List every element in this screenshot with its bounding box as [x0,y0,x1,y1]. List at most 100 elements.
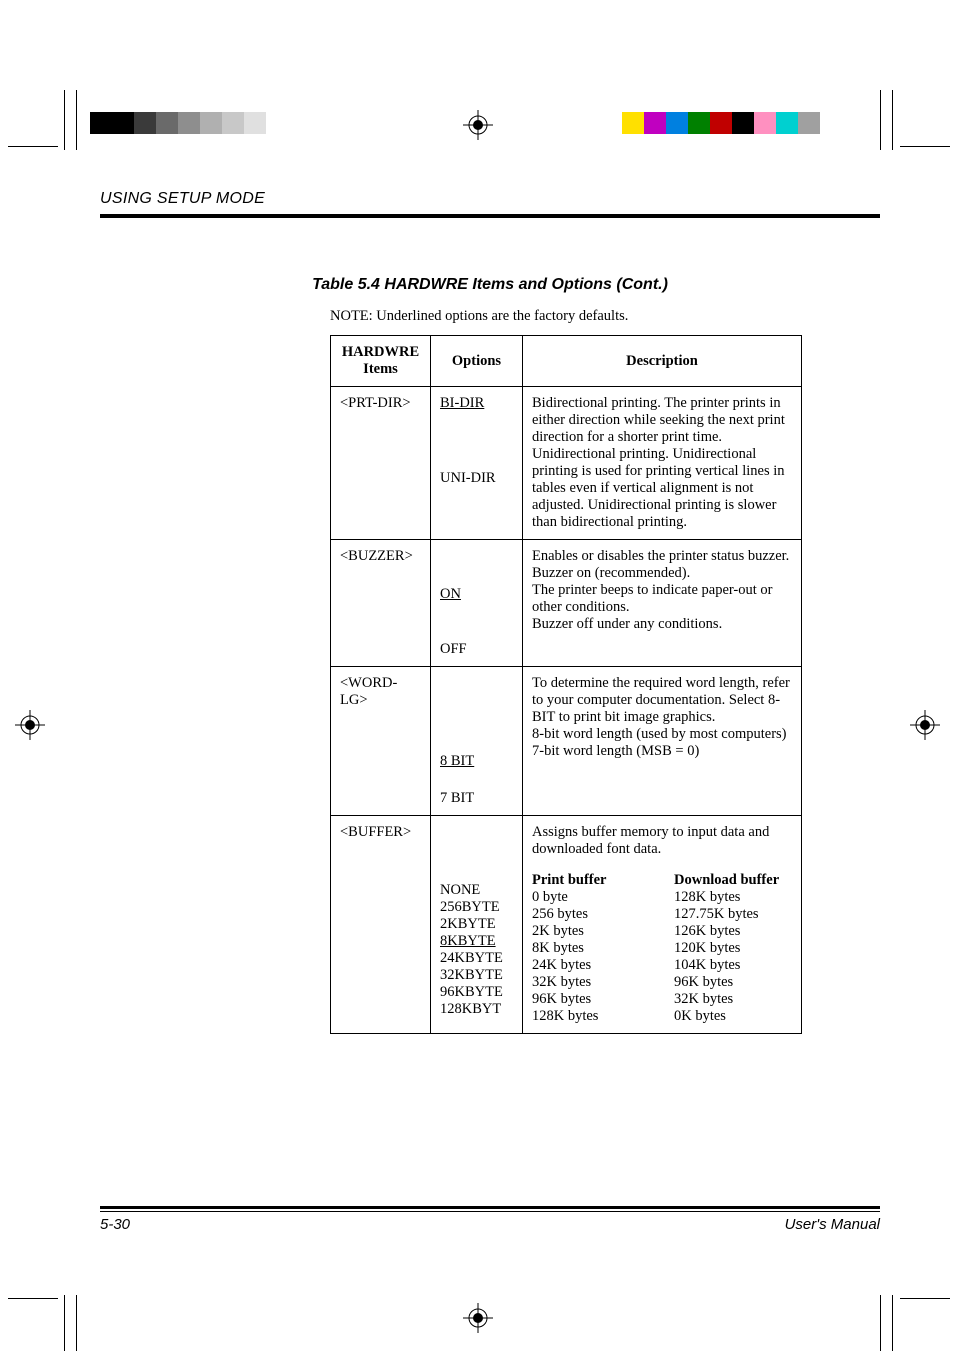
note-text: NOTE: Underlined options are the factory… [100,308,880,325]
footer-rule [100,1206,880,1209]
col-header-options: Options [431,336,523,387]
colorbar-swatch [710,112,732,134]
crop-mark [64,1295,65,1351]
col-header-description: Description [523,336,802,387]
colorbar-swatch [732,112,754,134]
option-default: 8KBYTE [440,933,496,949]
colorbar-swatch [134,112,156,134]
value-text: 0K bytes [674,1008,792,1025]
page-number: 5-30 [100,1216,130,1233]
value-text: 24K bytes [532,957,674,974]
option: 128KBYT [440,1001,513,1018]
value-text: 120K bytes [674,940,792,957]
section-header: USING SETUP MODE [100,190,880,208]
colorbar-swatch [90,112,112,134]
option: 2KBYTE [440,916,513,933]
value-text: 256 bytes [532,906,674,923]
colorbar-swatch [244,112,266,134]
item-cell: <BUZZER> [331,540,431,667]
page-footer: 5-30 User's Manual [100,1206,880,1233]
option-default: BI-DIR [440,395,484,411]
description-cell: To determine the required word length, r… [523,667,802,816]
option-default: 8 BIT [440,753,474,769]
table-row: <BUFFER> NONE256BYTE2KBYTE8KBYTE24KBYTE3… [331,816,802,1034]
colorbar-swatch [222,112,244,134]
option: UNI-DIR [440,470,513,487]
colorbar-grayscale [90,112,266,134]
header-rule [100,214,880,218]
value-text: 127.75K bytes [674,906,792,923]
desc-text: The printer beeps to indicate paper-out … [532,582,792,616]
table-row: <BUZZER> ON OFF Enables or disables the … [331,540,802,667]
desc-text: Buzzer off under any conditions. [532,616,792,633]
desc-text: 7-bit word length (MSB = 0) [532,743,792,760]
crop-mark [892,90,893,150]
option: 8KBYTE [440,933,513,950]
option: 96KBYTE [440,984,513,1001]
value-text: 8K bytes [532,940,674,957]
option: 24KBYTE [440,950,513,967]
option-default: ON [440,586,461,602]
value-text: 0 byte [532,889,674,906]
colorbar-swatch [688,112,710,134]
description-cell: Bidirectional printing. The printer prin… [523,387,802,540]
options-cell: BI-DIR UNI-DIR [431,387,523,540]
table-title: Table 5.4 HARDWRE Items and Options (Con… [100,276,880,294]
options-cell: NONE256BYTE2KBYTE8KBYTE24KBYTE32KBYTE96K… [431,816,523,1034]
registration-mark-top [463,110,493,140]
manual-label: User's Manual [785,1216,880,1233]
colorbar-swatch [156,112,178,134]
crop-mark [900,1298,950,1299]
table-row: <WORD-LG> 8 BIT 7 BIT To determine the r… [331,667,802,816]
desc-text: Assigns buffer memory to input data and … [532,824,792,858]
crop-mark [8,1298,58,1299]
colorbar-swatch [178,112,200,134]
subheader: Print buffer [532,872,674,889]
col-header-items: HARDWRE Items [331,336,431,387]
colorbar-swatch [622,112,644,134]
footer-rule [100,1211,880,1212]
crop-mark [8,146,58,147]
value-text: 104K bytes [674,957,792,974]
crop-mark [880,90,881,150]
colorbar-swatch [200,112,222,134]
crop-mark [76,1295,77,1351]
item-cell: <WORD-LG> [331,667,431,816]
colorbar-swatch [112,112,134,134]
registration-mark-left [15,710,45,740]
value-text: 2K bytes [532,923,674,940]
crop-mark [64,90,65,150]
desc-text: To determine the required word length, r… [532,675,792,726]
description-cell: Assigns buffer memory to input data and … [523,816,802,1034]
value-text: 96K bytes [532,991,674,1008]
table-row: <PRT-DIR> BI-DIR UNI-DIR Bidirectional p… [331,387,802,540]
value-text: 32K bytes [674,991,792,1008]
colorbar-color [622,112,820,134]
desc-text: Bidirectional printing. The printer prin… [532,395,792,446]
colorbar-swatch [666,112,688,134]
crop-mark [900,146,950,147]
colorbar-swatch [798,112,820,134]
option: 256BYTE [440,899,513,916]
value-text: 96K bytes [674,974,792,991]
option: 7 BIT [440,790,513,807]
colorbar-swatch [644,112,666,134]
value-text: 128K bytes [532,1008,674,1025]
page-content: USING SETUP MODE Table 5.4 HARDWRE Items… [100,190,880,1034]
desc-text: 8-bit word length (used by most computer… [532,726,792,743]
hardwre-table: HARDWRE Items Options Description <PRT-D… [330,335,802,1034]
options-cell: ON OFF [431,540,523,667]
registration-mark-bottom [463,1303,493,1333]
desc-text: Unidirectional printing. Unidirectional … [532,446,792,531]
value-text: 126K bytes [674,923,792,940]
desc-text: Enables or disables the printer status b… [532,548,792,565]
item-cell: <BUFFER> [331,816,431,1034]
crop-mark [892,1295,893,1351]
description-cell: Enables or disables the printer status b… [523,540,802,667]
colorbar-swatch [754,112,776,134]
item-cell: <PRT-DIR> [331,387,431,540]
crop-mark [880,1295,881,1351]
option: NONE [440,882,513,899]
crop-mark [76,90,77,150]
desc-text: Buzzer on (recommended). [532,565,792,582]
